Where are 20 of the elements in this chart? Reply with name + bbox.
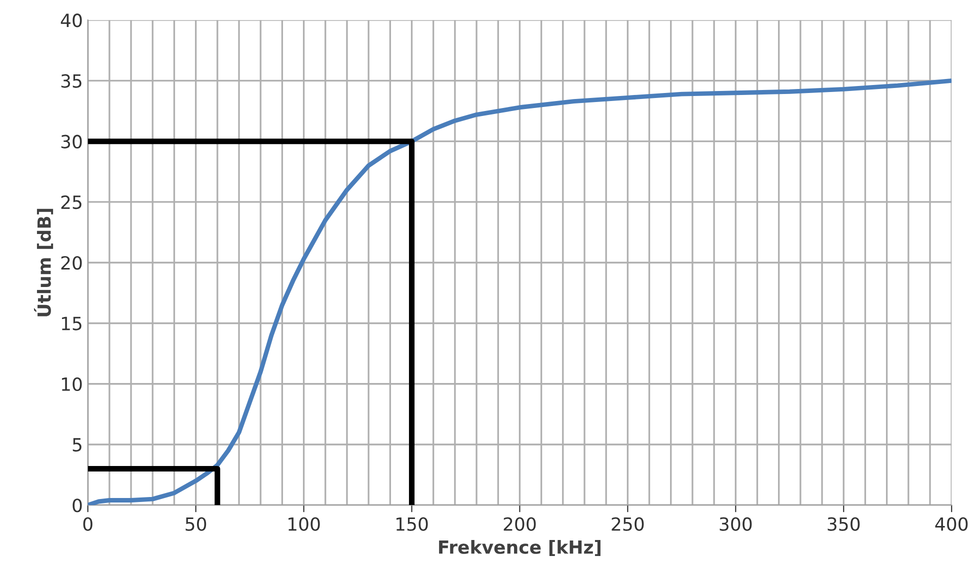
x-tick-label: 50 <box>186 517 206 531</box>
y-axis-title: Útlum [dB] <box>34 208 54 316</box>
y-tick-label: 10 <box>62 377 82 391</box>
y-tick-label: 0 <box>72 498 82 512</box>
y-tick-label: 40 <box>60 14 82 28</box>
x-tick-label: 150 <box>396 517 428 531</box>
x-tick-label: 400 <box>935 517 968 531</box>
x-tick-label: 0 <box>83 517 92 531</box>
x-tick-label: 200 <box>504 517 536 531</box>
x-tick-label: 350 <box>828 517 860 531</box>
x-tick-label: 250 <box>612 517 644 531</box>
y-tick-label: 25 <box>61 195 82 210</box>
x-axis-title: Frekvence [kHz] <box>439 540 600 556</box>
x-tick-label: 300 <box>720 517 752 531</box>
y-tick-label: 30 <box>61 134 82 148</box>
y-tick-label: 5 <box>72 438 82 452</box>
y-tick-label: 15 <box>62 316 82 330</box>
y-tick-label: 20 <box>61 256 82 270</box>
x-tick-label: 100 <box>288 517 320 531</box>
y-tick-label: 35 <box>61 74 82 88</box>
